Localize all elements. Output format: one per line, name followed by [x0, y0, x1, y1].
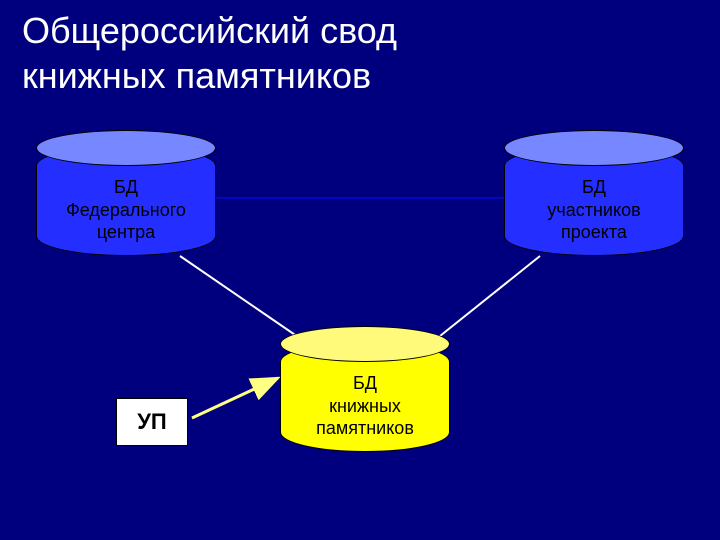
cylinder-participants-top — [504, 130, 684, 166]
arrow-up-to-monuments — [192, 378, 278, 418]
slide-title: Общероссийский свод книжных памятников — [22, 8, 397, 98]
cylinder-participants: БД участников проекта — [504, 146, 684, 256]
cylinder-federal-label: БД Федерального центра — [66, 176, 186, 244]
cylinder-monuments-label: БД книжных памятников — [316, 372, 414, 440]
cylinder-monuments-top — [280, 326, 450, 362]
up-box: УП — [116, 398, 188, 446]
cylinder-federal: БД Федерального центра — [36, 146, 216, 256]
cylinder-federal-top — [36, 130, 216, 166]
cylinder-monuments: БД книжных памятников — [280, 342, 450, 452]
up-box-label: УП — [137, 409, 167, 435]
cylinder-participants-label: БД участников проекта — [547, 176, 640, 244]
